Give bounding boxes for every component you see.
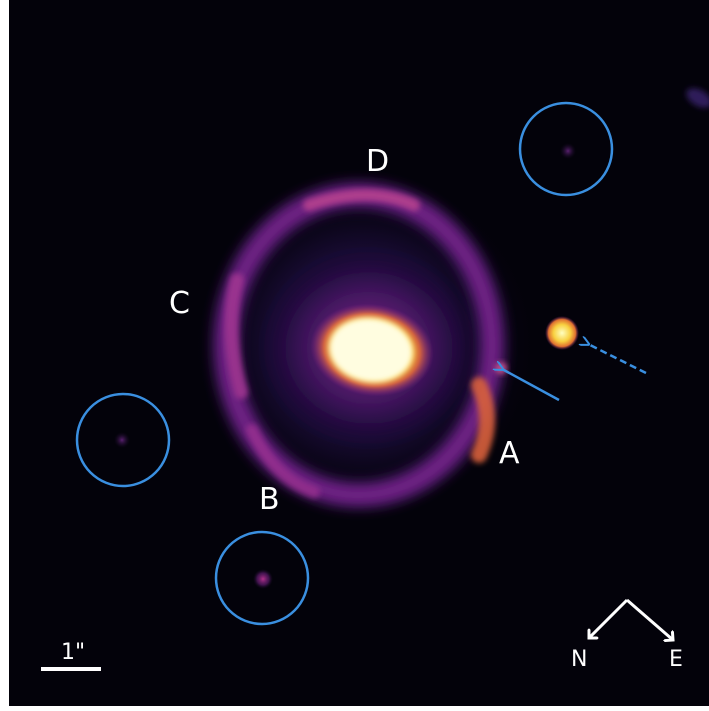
dashed-arrow	[588, 344, 647, 375]
image-label-d: D	[366, 144, 390, 179]
compass	[589, 598, 673, 640]
image-label-a: A	[499, 436, 520, 471]
compass-label-east: E	[669, 647, 683, 672]
nearby-star	[545, 316, 579, 350]
solid-arrow	[502, 369, 560, 402]
marker-circle-upper-right	[518, 101, 614, 197]
marker-circle-lower	[214, 530, 310, 626]
image-frame: D C A B 1" N E	[9, 0, 709, 706]
lens-image	[75, 88, 709, 706]
image-label-c: C	[169, 286, 190, 321]
compass-north-arrow	[589, 598, 629, 638]
compass-label-north: N	[571, 647, 588, 672]
image-label-b: B	[259, 482, 280, 517]
faint-source-lower	[253, 569, 273, 589]
lens-galaxy-center	[329, 317, 413, 383]
corner-smudge	[686, 88, 709, 108]
faint-source-left	[114, 432, 130, 448]
ring-bright-arcs	[224, 189, 495, 498]
marker-circle-left	[75, 392, 171, 488]
scale-bar-label: 1"	[61, 640, 86, 665]
compass-east-arrow	[626, 598, 673, 640]
scale-bar	[41, 667, 101, 671]
faint-source-upper-right	[560, 143, 576, 159]
ring-knot	[495, 362, 507, 374]
